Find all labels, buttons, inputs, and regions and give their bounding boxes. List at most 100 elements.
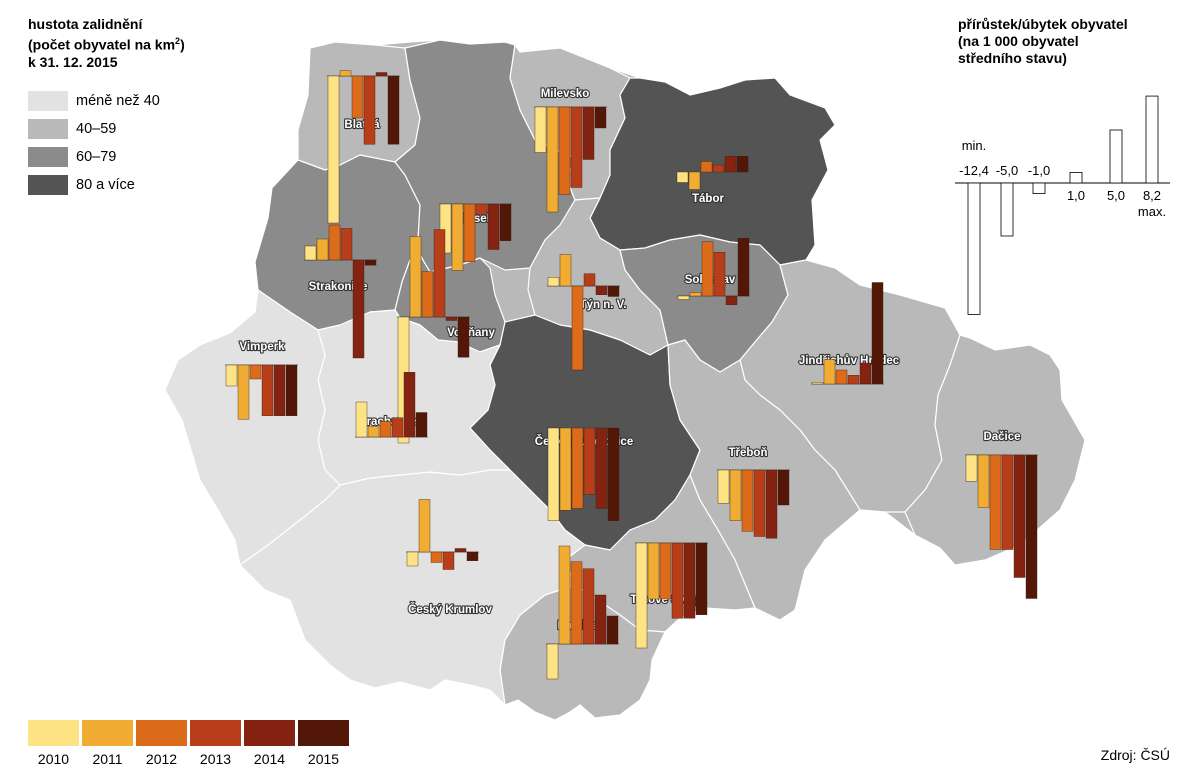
density-title-unit: (počet obyvatel na km: [28, 36, 176, 53]
bar-trhove-sviny-2010: [635, 542, 648, 649]
density-swatch-1: [28, 119, 68, 139]
bar-blatna-2015: [387, 75, 400, 145]
density-legend: méně než 40 40–59 60–79 80 a více: [28, 87, 160, 199]
bar-ceske-budejovice-2012: [571, 427, 584, 509]
bar-vimperk-2015: [285, 364, 298, 416]
bar-cesky-krumlov-2013: [442, 551, 455, 570]
bar-strakonice-2015: [364, 259, 377, 266]
density-title-superscript: 2: [175, 36, 181, 46]
bar-kaplice-2014: [594, 594, 607, 645]
bar-jindrichuv-hradec-2011: [823, 359, 836, 385]
bar-milevsko-2015: [594, 106, 607, 129]
chart-cesky-krumlov: [406, 499, 479, 570]
bar-cesky-krumlov-2010: [406, 551, 419, 567]
scale-bar-5: [1145, 95, 1159, 184]
bar-dacice-2011: [977, 454, 990, 508]
bar-kaplice-2010: [546, 643, 559, 680]
year-swatch-2: [136, 720, 187, 746]
density-title-line1: hustota zalidnění: [28, 16, 143, 32]
bar-ceske-budejovice-2015: [607, 427, 620, 521]
bar-vimperk-2013: [261, 364, 274, 416]
bar-sobeslav-2012: [701, 241, 714, 297]
bar-ceske-budejovice-2010: [547, 427, 560, 521]
label-vodnany: Vodňany: [447, 327, 495, 339]
chart-milevsko: [534, 106, 607, 213]
bar-strakonice-2012: [328, 224, 341, 261]
bar-ceske-budejovice-2014: [595, 427, 608, 509]
bar-cesky-krumlov-2015: [466, 551, 479, 561]
bar-trebon-2012: [741, 469, 754, 532]
year-label-0: 2010: [37, 751, 70, 767]
bar-jindrichuv-hradec-2015: [871, 282, 884, 385]
label-dacice: Dačice: [983, 431, 1020, 443]
bar-vimperk-2010: [225, 364, 238, 387]
scale-label-4: 5,0: [1107, 188, 1125, 203]
year-label-5: 2015: [307, 751, 340, 767]
label-tabor: Tábor: [692, 193, 724, 205]
bar-trebon-2011: [729, 469, 742, 521]
bar-dacice-2014: [1013, 454, 1026, 578]
chart-trhove-sviny: [635, 542, 708, 649]
chart-dacice: [965, 454, 1038, 599]
bar-tyn-n-v-2010: [547, 277, 560, 287]
bar-trhove-sviny-2012: [659, 542, 672, 600]
bar-vimperk-2014: [273, 364, 286, 416]
year-swatch-4: [244, 720, 295, 746]
year-label-3: 2013: [199, 751, 232, 767]
label-milevsko: Milevsko: [541, 88, 590, 100]
bar-tyn-n-v-2012: [571, 285, 584, 371]
chart-strakonice: [304, 224, 377, 359]
bar-tabor-2015: [736, 156, 749, 173]
year-label-1: 2011: [92, 751, 123, 767]
growth-title-line2: (na 1 000 obyvatel: [958, 33, 1079, 49]
bar-trebon-2010: [717, 469, 730, 504]
density-legend-item-1: 40–59: [28, 115, 160, 143]
bar-pisek-2014: [487, 203, 500, 250]
density-label-0: méně než 40: [76, 93, 160, 109]
scale-label-5: 8,2: [1143, 188, 1161, 203]
year-label-4: 2014: [253, 751, 286, 767]
chart-trebon: [717, 469, 790, 539]
density-title-line2: (počet obyvatel na km2): [28, 33, 185, 54]
chart-jindrichuv-hradec: [811, 282, 884, 385]
bar-dacice-2013: [1001, 454, 1014, 550]
bar-tyn-n-v-2011: [559, 254, 572, 287]
bar-jindrichuv-hradec-2010: [811, 382, 824, 385]
bar-milevsko-2010: [534, 106, 547, 153]
scale-bar-4: [1109, 129, 1123, 184]
bar-trhove-sviny-2015: [695, 542, 708, 615]
bar-blatna-2011: [339, 70, 352, 77]
scale-label-1: -5,0: [996, 163, 1018, 178]
scale-bar-0: [967, 182, 981, 315]
bar-sobeslav-2013: [713, 252, 726, 297]
bar-dacice-2015: [1025, 454, 1038, 599]
bar-jindrichuv-hradec-2013: [847, 375, 860, 385]
year-swatch-1: [82, 720, 133, 746]
bar-cesky-krumlov-2014: [454, 548, 467, 553]
label-cesky-krumlov: Český Krumlov: [408, 603, 492, 616]
bar-trhove-sviny-2014: [683, 542, 696, 619]
year-legend-item-4: 2014: [244, 720, 298, 767]
bar-pisek-2013: [475, 203, 488, 215]
chart-vodnany: [397, 229, 470, 444]
bar-dacice-2010: [965, 454, 978, 482]
bar-pisek-2010: [439, 203, 452, 254]
bar-prachatice-2012: [379, 421, 392, 438]
scale-max-label: max.: [1138, 204, 1166, 219]
bar-sobeslav-2014: [725, 295, 738, 305]
bar-vodnany-2015: [457, 316, 470, 358]
bar-ceske-budejovice-2013: [583, 427, 596, 495]
chart-kaplice: [546, 545, 619, 680]
bar-ceske-budejovice-2011: [559, 427, 572, 511]
bar-tabor-2013: [712, 164, 725, 173]
bar-tyn-n-v-2013: [583, 273, 596, 287]
bar-kaplice-2013: [582, 568, 595, 645]
bar-vimperk-2011: [237, 364, 250, 420]
density-swatch-3: [28, 175, 68, 195]
density-legend-item-3: 80 a více: [28, 171, 160, 199]
label-tyn-n-v: Týn n. V.: [580, 299, 627, 311]
year-legend-item-0: 2010: [28, 720, 82, 767]
bar-trhove-sviny-2011: [647, 542, 660, 600]
bar-sobeslav-2015: [737, 238, 750, 297]
density-label-2: 60–79: [76, 149, 117, 165]
